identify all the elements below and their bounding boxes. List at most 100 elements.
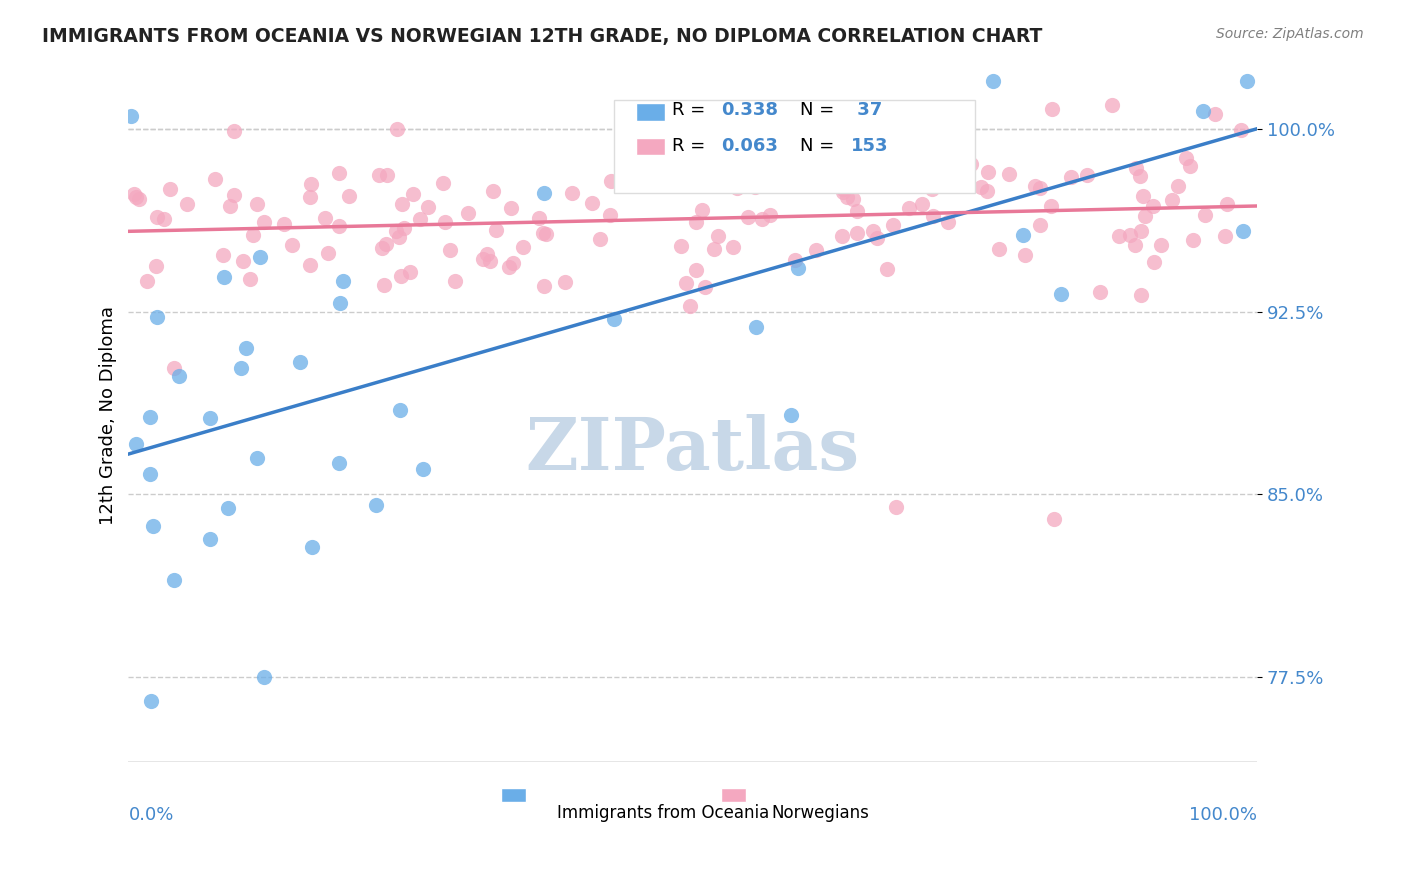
Point: [751, 211, 773, 226]
Point: [332, 274, 354, 288]
Point: [832, 181, 855, 195]
Point: [392, 220, 415, 235]
Point: [693, 280, 716, 294]
Point: [301, 541, 323, 555]
Point: [845, 203, 868, 218]
Point: [204, 172, 226, 186]
Point: [842, 192, 865, 206]
Point: [242, 227, 264, 242]
Point: [1125, 161, 1147, 175]
Point: [253, 214, 276, 228]
Point: [831, 228, 853, 243]
Point: [472, 252, 495, 267]
Point: [1076, 168, 1098, 182]
Point: [921, 182, 943, 196]
Point: [457, 205, 479, 219]
Point: [222, 124, 245, 138]
Point: [1150, 238, 1173, 252]
Point: [232, 254, 254, 268]
FancyBboxPatch shape: [637, 138, 665, 155]
Point: [128, 192, 150, 206]
Point: [1213, 229, 1236, 244]
Point: [853, 151, 876, 165]
Point: [1088, 285, 1111, 299]
Point: [288, 355, 311, 369]
Point: [198, 532, 221, 546]
Point: [512, 240, 534, 254]
Point: [498, 260, 520, 275]
Point: [707, 229, 730, 244]
Point: [281, 237, 304, 252]
Point: [368, 168, 391, 182]
FancyBboxPatch shape: [721, 789, 745, 802]
Point: [981, 73, 1004, 87]
Text: 0.338: 0.338: [721, 101, 778, 120]
Point: [533, 226, 555, 240]
Text: IMMIGRANTS FROM OCEANIA VS NORWEGIAN 12TH GRADE, NO DIPLOMA CORRELATION CHART: IMMIGRANTS FROM OCEANIA VS NORWEGIAN 12T…: [42, 27, 1043, 45]
Point: [398, 265, 420, 279]
Point: [1039, 199, 1062, 213]
Point: [768, 158, 790, 172]
Point: [527, 211, 550, 225]
Point: [385, 224, 408, 238]
Point: [911, 196, 934, 211]
Point: [1108, 228, 1130, 243]
Point: [685, 215, 707, 229]
Point: [477, 247, 499, 261]
Point: [599, 208, 621, 222]
Point: [219, 198, 242, 212]
Text: Norwegians: Norwegians: [772, 804, 870, 822]
Point: [370, 241, 392, 255]
Point: [675, 277, 697, 291]
Point: [239, 272, 262, 286]
Point: [1101, 98, 1123, 112]
Point: [299, 177, 322, 191]
Point: [970, 180, 993, 194]
Point: [298, 190, 321, 204]
Point: [501, 201, 523, 215]
Text: 0.063: 0.063: [721, 137, 778, 155]
Point: [444, 274, 467, 288]
FancyBboxPatch shape: [637, 103, 665, 120]
Point: [960, 157, 983, 171]
Point: [725, 180, 748, 194]
Point: [876, 261, 898, 276]
Point: [737, 210, 759, 224]
Point: [145, 259, 167, 273]
Point: [120, 110, 142, 124]
Point: [744, 180, 766, 194]
Point: [866, 137, 889, 152]
Point: [1167, 179, 1189, 194]
Point: [851, 170, 873, 185]
Point: [832, 185, 855, 199]
Point: [759, 208, 782, 222]
Point: [1118, 228, 1140, 243]
Point: [146, 310, 169, 325]
Point: [936, 215, 959, 229]
Point: [1230, 123, 1253, 137]
Point: [391, 269, 413, 284]
Point: [138, 409, 160, 424]
Point: [830, 116, 852, 130]
Point: [600, 174, 623, 188]
Point: [884, 500, 907, 514]
Point: [679, 299, 702, 313]
Point: [214, 270, 236, 285]
Y-axis label: 12th Grade, No Diploma: 12th Grade, No Diploma: [100, 306, 117, 524]
Point: [249, 250, 271, 264]
Point: [364, 498, 387, 512]
Point: [786, 260, 808, 275]
Point: [153, 211, 176, 226]
Point: [329, 296, 352, 310]
Point: [1133, 209, 1156, 223]
Point: [785, 253, 807, 268]
Point: [1024, 179, 1046, 194]
Point: [533, 186, 555, 201]
Point: [136, 274, 159, 288]
Point: [1178, 159, 1201, 173]
Text: R =: R =: [672, 101, 711, 120]
Point: [1043, 512, 1066, 526]
Point: [479, 254, 502, 268]
Point: [581, 196, 603, 211]
Text: 37: 37: [851, 101, 882, 120]
